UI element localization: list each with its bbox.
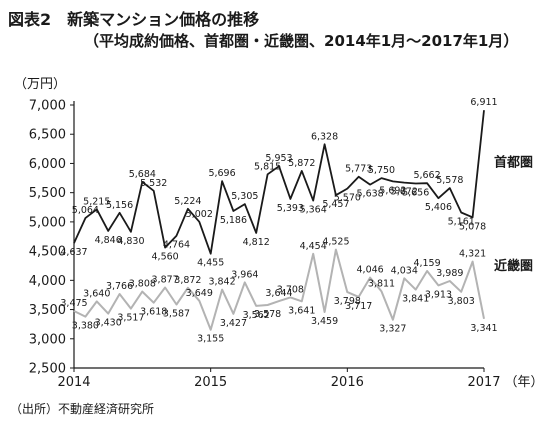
data-label: 4,525 <box>322 237 349 248</box>
data-label: 3,717 <box>345 301 372 312</box>
legend-kinki: 近畿圏 <box>494 258 533 274</box>
y-tick-label: 6,000 <box>29 157 66 172</box>
data-label: 3,808 <box>129 279 156 290</box>
data-label: 4,454 <box>300 241 327 252</box>
data-label: 3,877 <box>152 275 179 286</box>
data-label: 5,570 <box>334 193 361 204</box>
data-label: 5,815 <box>254 161 281 172</box>
data-label: 3,803 <box>448 296 475 307</box>
data-label: 3,641 <box>288 305 315 316</box>
data-label: 3,811 <box>368 278 395 289</box>
data-label: 4,812 <box>243 237 270 248</box>
data-label: 4,046 <box>357 265 384 276</box>
data-label: 3,640 <box>83 288 110 299</box>
y-axis-unit: （万円） <box>14 77 66 92</box>
data-label: 3,380 <box>72 321 99 332</box>
data-label: 5,684 <box>129 169 156 180</box>
data-label: 5,406 <box>425 202 452 213</box>
data-label: 3,427 <box>220 318 247 329</box>
data-label: 4,830 <box>117 236 144 247</box>
data-label: 5,364 <box>300 205 327 216</box>
data-label: 5,578 <box>436 175 463 186</box>
data-label: 3,578 <box>254 309 281 320</box>
data-label: 5,656 <box>402 188 429 199</box>
source-note: （出所）不動産経済研究所 <box>10 402 155 416</box>
data-label: 5,750 <box>368 165 395 176</box>
data-label: 4,159 <box>413 258 440 269</box>
data-label: 5,393 <box>277 203 304 214</box>
data-label: 3,618 <box>140 307 167 318</box>
x-tick-label: 2015 <box>194 375 227 390</box>
data-label: 3,587 <box>163 308 190 319</box>
data-label: 4,637 <box>60 247 87 258</box>
data-label: 4,455 <box>197 258 224 269</box>
y-tick-label: 2,500 <box>29 362 66 377</box>
data-label: 3,430 <box>95 318 122 329</box>
series-line-shutoken <box>73 110 485 255</box>
data-label: 4,560 <box>152 252 179 263</box>
data-label: 5,692 <box>379 185 406 196</box>
y-tick-label: 4,500 <box>29 245 66 260</box>
chart-title: 図表2 新築マンション価格の推移 <box>8 10 260 29</box>
data-label: 5,532 <box>140 178 167 189</box>
x-tick-label: 2016 <box>331 375 364 390</box>
data-label: 3,989 <box>436 268 463 279</box>
data-label: 5,696 <box>208 168 235 179</box>
data-label: 3,766 <box>106 281 133 292</box>
data-label: 4,321 <box>459 249 486 260</box>
y-tick-label: 3,000 <box>29 332 66 347</box>
data-label: 5,215 <box>83 196 110 207</box>
data-label: 3,913 <box>425 289 452 300</box>
data-label: 5,662 <box>413 170 440 181</box>
data-label: 5,224 <box>174 196 201 207</box>
data-label: 6,328 <box>311 131 338 142</box>
data-label: 3,341 <box>470 323 497 334</box>
data-label: 5,186 <box>220 215 247 226</box>
y-tick-label: 5,000 <box>29 215 66 230</box>
data-label: 5,672 <box>391 187 418 198</box>
data-label: 3,872 <box>174 275 201 286</box>
data-label: 3,517 <box>117 313 144 324</box>
data-label: 3,155 <box>197 334 224 345</box>
data-label: 5,305 <box>231 191 258 202</box>
data-label: 5,457 <box>322 199 349 210</box>
data-label: 5,002 <box>186 209 213 220</box>
y-tick-label: 4,000 <box>29 274 66 289</box>
data-label: 3,459 <box>311 316 338 327</box>
y-tick-label: 3,500 <box>29 303 66 318</box>
series-line-kinki <box>73 248 485 331</box>
x-axis-unit: （年） <box>504 375 543 390</box>
data-label: 3,708 <box>277 284 304 295</box>
data-label: 5,953 <box>265 153 292 164</box>
data-label: 4,846 <box>95 235 122 246</box>
data-label: 3,798 <box>334 296 361 307</box>
data-label: 5,078 <box>459 221 486 232</box>
chart-subtitle: （平均成約価格、首都圏・近畿圏、2014年1月〜2017年1月） <box>84 32 519 50</box>
data-label: 3,649 <box>186 288 213 299</box>
x-tick-label: 2017 <box>467 375 500 390</box>
data-label: 3,475 <box>60 298 87 309</box>
data-label: 4,764 <box>163 240 190 251</box>
data-label: 5,638 <box>357 189 384 200</box>
x-tick-label: 2014 <box>57 375 90 390</box>
data-label: 5,064 <box>72 205 99 216</box>
data-label: 5,773 <box>345 164 372 175</box>
data-label: 4,034 <box>391 265 418 276</box>
data-label: 5,156 <box>106 200 133 211</box>
y-tick-label: 7,000 <box>29 99 66 114</box>
y-tick-label: 6,500 <box>29 128 66 143</box>
data-label: 3,327 <box>379 324 406 335</box>
legend-shutoken: 首都圏 <box>494 154 533 170</box>
data-label: 5,161 <box>448 216 475 227</box>
data-label: 3,562 <box>243 310 270 321</box>
y-tick-label: 5,500 <box>29 186 66 201</box>
data-label: 6,911 <box>470 97 497 108</box>
data-label: 3,964 <box>231 269 258 280</box>
data-label: 3,841 <box>402 294 429 305</box>
data-label: 5,872 <box>288 158 315 169</box>
data-label: 3,842 <box>208 277 235 288</box>
data-label: 3,644 <box>265 288 292 299</box>
